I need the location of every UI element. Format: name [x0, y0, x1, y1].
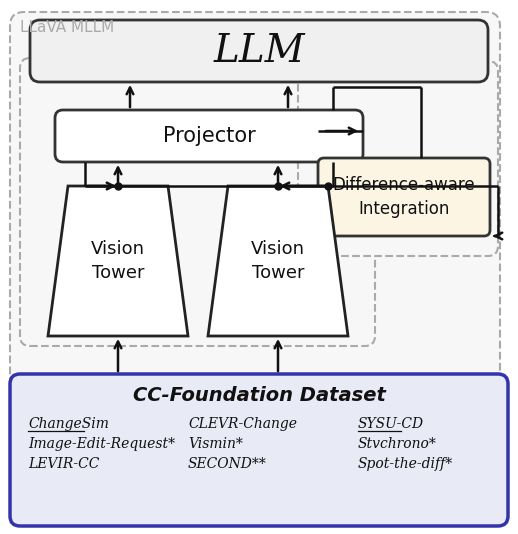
FancyBboxPatch shape [318, 158, 490, 236]
Text: SYSU-CD: SYSU-CD [358, 417, 424, 431]
Text: LLaVA MLLM: LLaVA MLLM [20, 20, 114, 35]
Text: Spot-the-diff*: Spot-the-diff* [358, 457, 453, 471]
FancyBboxPatch shape [10, 374, 508, 526]
Text: Projector: Projector [163, 126, 255, 146]
Text: Vision
Tower: Vision Tower [91, 240, 145, 282]
FancyBboxPatch shape [298, 61, 498, 256]
Text: CLEVR-Change: CLEVR-Change [188, 417, 297, 431]
Text: SECOND**: SECOND** [188, 457, 267, 471]
Text: Stvchrono*: Stvchrono* [358, 437, 437, 451]
Polygon shape [208, 186, 348, 336]
FancyBboxPatch shape [30, 20, 488, 82]
Polygon shape [48, 186, 188, 336]
Text: CC-Foundation Dataset: CC-Foundation Dataset [133, 386, 385, 405]
Text: Difference-aware
Integration: Difference-aware Integration [333, 176, 476, 218]
FancyBboxPatch shape [20, 58, 375, 346]
Text: Vismin*: Vismin* [188, 437, 243, 451]
Text: Image-Edit-Request*: Image-Edit-Request* [28, 437, 175, 451]
Text: LEVIR-CC: LEVIR-CC [28, 457, 99, 471]
Text: LLM: LLM [213, 33, 305, 69]
FancyBboxPatch shape [55, 110, 363, 162]
FancyBboxPatch shape [10, 12, 500, 452]
Text: Vision
Tower: Vision Tower [251, 240, 305, 282]
Text: ChangeSim: ChangeSim [28, 417, 109, 431]
